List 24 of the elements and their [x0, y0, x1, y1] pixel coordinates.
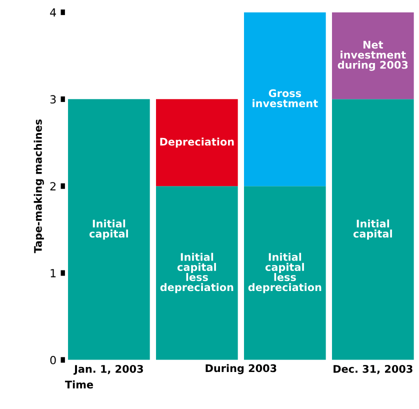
- x-tick-label: Jan. 1, 2003: [73, 364, 143, 375]
- data-label: Initial capital: [89, 219, 128, 240]
- bar: [156, 186, 238, 360]
- data-label: Net investment during 2003: [338, 40, 408, 71]
- bar: [244, 186, 326, 360]
- bar: [332, 99, 414, 360]
- bar: [332, 12, 414, 100]
- data-label: Initial capital less depreciation: [160, 252, 234, 294]
- y-tick-label: 1: [50, 269, 56, 278]
- bar: [156, 99, 238, 186]
- y-tick-label: 0: [50, 356, 56, 364]
- y-axis-title: Tape-making machines: [34, 119, 44, 254]
- x-tick-label: Dec. 31, 2003: [334, 364, 412, 374]
- bar: [244, 12, 326, 186]
- data-label: Depreciation: [160, 138, 234, 148]
- y-tick-label: 2: [50, 182, 56, 190]
- y-tick-label: 3: [50, 95, 56, 104]
- x-axis-title: Time: [64, 380, 94, 388]
- data-label: Initial capital: [353, 219, 392, 240]
- text: During 2003: [206, 364, 276, 374]
- y-tick-label: 4: [50, 8, 56, 16]
- data-label: Gross investment: [252, 89, 318, 108]
- bar: [68, 99, 150, 360]
- data-label: Initial capital less depreciation: [248, 252, 322, 294]
